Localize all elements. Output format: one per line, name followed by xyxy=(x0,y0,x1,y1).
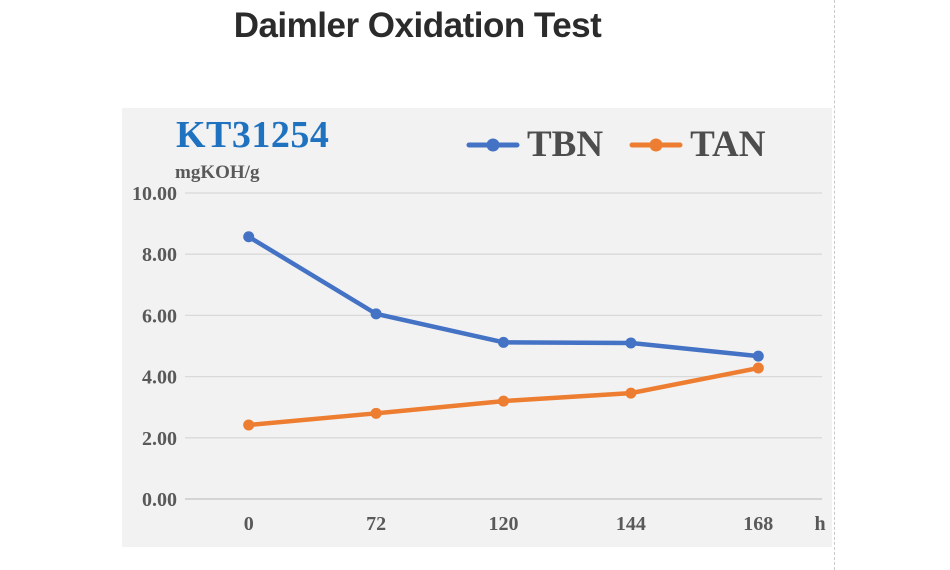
data-point-tan xyxy=(625,387,637,399)
data-point-tbn xyxy=(243,231,255,243)
data-point-tan xyxy=(498,395,509,407)
x-tick-label: 120 xyxy=(489,513,519,535)
y-axis-unit-label: mgKOH/g xyxy=(175,162,260,183)
legend-item-tbn: TBN xyxy=(466,123,603,166)
line-marker-icon xyxy=(466,138,520,151)
y-tick-label: 6.00 xyxy=(142,305,177,327)
x-axis-unit-label: h xyxy=(814,513,825,535)
x-tick-label: 168 xyxy=(743,513,773,535)
y-tick-label: 2.00 xyxy=(142,428,177,450)
data-point-tan xyxy=(243,419,255,431)
data-point-tbn xyxy=(498,336,509,348)
data-point-tan xyxy=(370,407,382,419)
legend-item-tan: TAN xyxy=(629,123,765,166)
chart-panel: KT31254 TBN TAN mgKOH/g 0.00 2.00 4.00 6.00… xyxy=(122,108,832,547)
plot-svg: 0.00 2.00 4.00 6.00 8.00 10.00 0 72 120 144 168 h xyxy=(132,183,826,535)
slide-boundary-guide-line xyxy=(834,0,835,570)
data-point-tbn xyxy=(370,308,382,320)
y-tick-label: 8.00 xyxy=(142,244,177,266)
legend-label-tbn: TBN xyxy=(527,124,604,165)
data-point-tbn xyxy=(752,350,764,362)
sample-label: KT31254 xyxy=(176,114,330,156)
x-tick-label: 144 xyxy=(616,513,646,535)
y-tick-label: 4.00 xyxy=(142,367,177,389)
data-point-tbn xyxy=(625,337,637,349)
y-tick-label: 10.00 xyxy=(132,183,177,205)
chart-title: Daimler Oxidation Test xyxy=(233,6,602,45)
x-tick-label: 0 xyxy=(244,513,254,535)
x-tick-label: 72 xyxy=(366,513,386,535)
line-marker-icon xyxy=(629,138,683,151)
y-tick-label: 0.00 xyxy=(142,489,177,511)
legend-label-tan: TAN xyxy=(690,124,766,165)
data-point-tan xyxy=(752,362,764,374)
chart-legend: TBN TAN xyxy=(466,123,765,166)
